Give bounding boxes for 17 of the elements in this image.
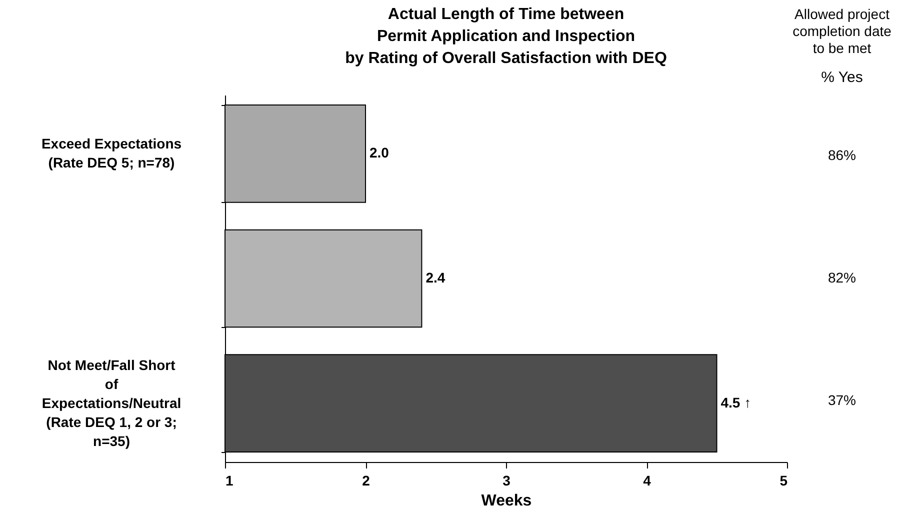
y-tick-label: Not Meet/Fall Short of Expectations/Neutral (Rate DEQ 1, 2 or 3; n=35) [42, 356, 182, 449]
x-tick-label: 2 [362, 472, 370, 488]
x-tick-label: 4 [643, 472, 652, 488]
y-tick-label: Exceed Expectations (Rate DEQ 5; n=78) [41, 136, 182, 171]
x-tick-label: 3 [502, 472, 511, 488]
chart-title: Actual Length of Time between Permit Application and Inspection by Rating of Overall Satisfaction with DEQ [345, 6, 667, 67]
data-label: 2.0 [370, 144, 390, 161]
data-label: 2.4 [426, 270, 446, 286]
text: % Yes [821, 69, 863, 86]
text: 37% [828, 392, 856, 408]
text: 86% [828, 147, 856, 164]
text: 82% [828, 270, 856, 286]
x-tick-label: 1 [226, 472, 234, 488]
x-axis-title: Weeks [481, 492, 532, 510]
x-tick-label: 5 [780, 472, 788, 488]
data-label: 4.5 ↑ [720, 394, 752, 410]
text: Allowed project completion date to be met [792, 6, 892, 56]
